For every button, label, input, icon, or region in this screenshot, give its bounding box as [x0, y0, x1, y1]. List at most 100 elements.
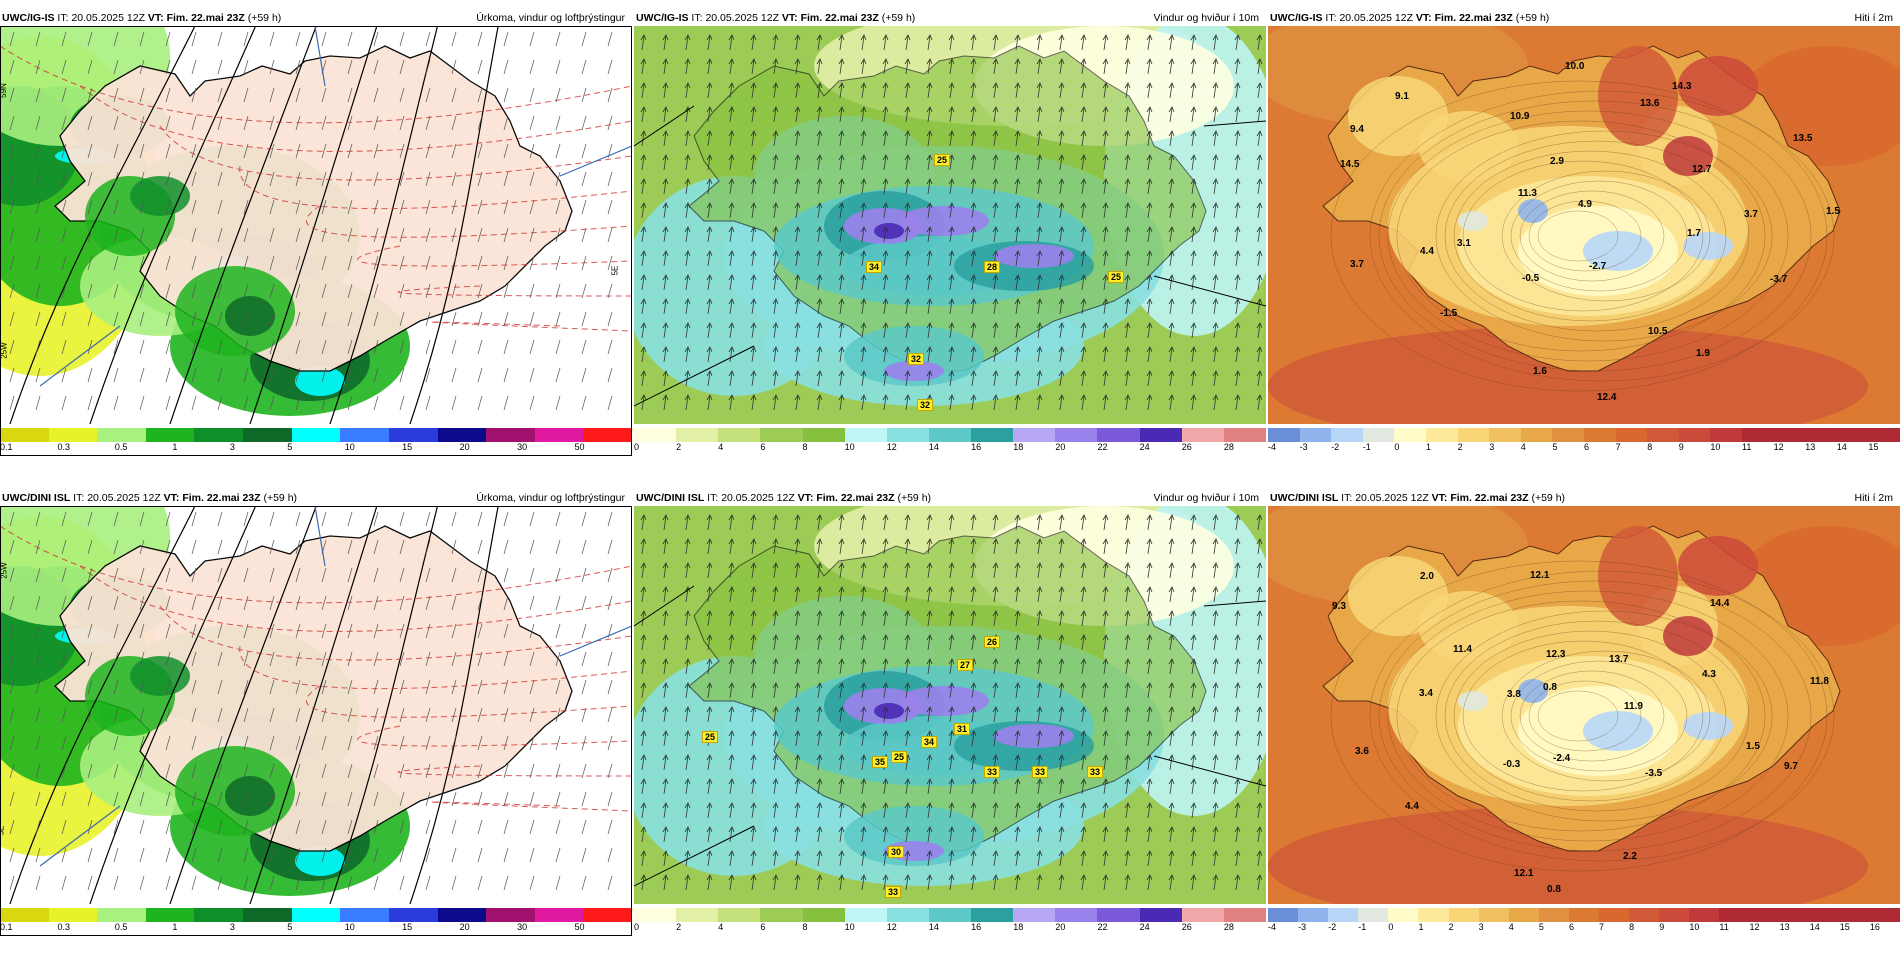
- colorbar-tick-label: 22: [1097, 922, 1108, 932]
- colorbar-tick-label: 24: [1139, 442, 1150, 452]
- colorbar-tick-label: 10: [844, 442, 855, 452]
- wind-field-map: [634, 506, 1266, 904]
- colorbar-tick-label: 2: [1457, 442, 1463, 452]
- colorbar-swatch: [291, 908, 341, 922]
- lead-time: (+59 h): [1515, 12, 1550, 24]
- temperature-value-label: 11.9: [1624, 701, 1643, 712]
- colorbar-tick-label: 2: [676, 442, 682, 452]
- forecast-panel-wind: UWC/IG-IS IT: 20.05.2025 12Z VT: Fim. 22…: [634, 10, 1267, 480]
- gust-value-label: 33: [984, 766, 1001, 778]
- init-time: 20.05.2025 12Z: [1355, 492, 1429, 504]
- precip-field-map: [0, 506, 632, 904]
- lead-time: (+59 h): [897, 492, 932, 504]
- colorbar-swatch: [1719, 908, 1751, 922]
- gust-value-label: 25: [702, 731, 719, 743]
- colorbar-swatch: [0, 908, 50, 922]
- map-area: 10.0 14.3 9.1 13.6 10.9 9.4 13.5 2.9 12.7 14.5 11.…: [1268, 26, 1900, 424]
- colorbar-tick-label: 0.1: [0, 442, 13, 452]
- colorbar-tick-label: 16: [971, 922, 982, 932]
- colorbar-swatch: [1749, 908, 1781, 922]
- colorbar-swatch: [928, 908, 972, 922]
- gust-value-label: 25: [934, 154, 951, 166]
- forecast-panel-wind: UWC/DINI ISL IT: 20.05.2025 12Z VT: Fim.…: [634, 490, 1267, 960]
- panel-header: UWC/DINI ISL IT: 20.05.2025 12Z VT: Fim.…: [636, 492, 1259, 506]
- colorbar-legend: -4 -3 -2 -1 0 1 2 3 4 5 6 7 8 9 10 11 12 13 14 15 16: [1268, 908, 1900, 932]
- colorbar-tick-label: 10: [344, 442, 355, 452]
- colorbar-tick-label: 1: [172, 442, 178, 452]
- colorbar-swatch: [1742, 428, 1775, 442]
- colorbar-swatch: [437, 428, 487, 442]
- temperature-value-label: 0.8: [1547, 884, 1561, 895]
- gust-value-label: 34: [921, 736, 938, 748]
- colorbar-tick-label: 30: [517, 442, 528, 452]
- graticule-label: 5E: [0, 825, 6, 836]
- colorbar-tick-label: 6: [1584, 442, 1590, 452]
- colorbar-tick-label: 10: [1689, 922, 1700, 932]
- valid-time-label: VT:: [781, 12, 798, 24]
- gust-value-label: 25: [1108, 271, 1125, 283]
- colorbar-legend: -4 -3 -2 -1 0 1 2 3 4 5 6 7 8 9 10 11 12 13 14 15: [1268, 428, 1900, 452]
- panel-header: UWC/IG-IS IT: 20.05.2025 12Z VT: Fim. 22…: [636, 12, 1259, 26]
- colorbar-swatch: [1055, 908, 1098, 922]
- gust-value-label: 30: [888, 846, 905, 858]
- colorbar-swatch: [1426, 428, 1459, 442]
- colorbar-legend: 0 2 4 6 8 10 12 14 16 18 20 22 24 26 28: [634, 908, 1267, 932]
- colorbar-tick-label: 30: [517, 922, 528, 932]
- colorbar-tick-label: 10: [844, 922, 855, 932]
- colorbar-tick-label: 5: [287, 442, 293, 452]
- colorbar-swatch: [1629, 908, 1660, 922]
- gust-value-label: 34: [866, 261, 883, 273]
- colorbar-swatch: [971, 428, 1014, 442]
- panel-title: Vindur og hviður í 10m: [1153, 12, 1259, 24]
- model-name: UWC/IG-IS: [1270, 12, 1323, 24]
- temperature-value-label: 13.5: [1793, 133, 1813, 144]
- valid-time: Fim. 22.mai 23Z: [166, 12, 245, 24]
- gust-value-label: 32: [908, 353, 925, 365]
- colorbar-swatch: [928, 428, 972, 442]
- colorbar-swatch: [1779, 908, 1811, 922]
- colorbar-tick-label: 18: [1013, 922, 1024, 932]
- colorbar-swatch: [243, 908, 293, 922]
- colorbar-swatch: [1223, 428, 1267, 442]
- valid-time-label: VT:: [163, 492, 180, 504]
- colorbar-swatch: [1139, 908, 1183, 922]
- colorbar-tick-label: 1: [172, 922, 178, 932]
- temperature-value-label: 4.9: [1578, 199, 1592, 210]
- colorbar-swatch: [583, 428, 633, 442]
- colorbar-tick-label: 20: [1055, 922, 1066, 932]
- colorbar-swatch: [1809, 908, 1841, 922]
- temperature-value-label: 3.7: [1350, 259, 1364, 270]
- colorbar-tick-label: 8: [802, 442, 808, 452]
- colorbar-tick-label: 7: [1615, 442, 1621, 452]
- colorbar-tick-label: -4: [1268, 922, 1277, 932]
- colorbar-tick-label: 12: [886, 442, 897, 452]
- colorbar-swatch: [1448, 908, 1480, 922]
- colorbar-swatch: [1181, 428, 1225, 442]
- gust-value-label: 27: [957, 659, 974, 671]
- colorbar-tick-label: 7: [1599, 922, 1605, 932]
- colorbar-tick-label: -1: [1358, 922, 1367, 932]
- colorbar-tick-label: 4: [1520, 442, 1526, 452]
- wind-field-map: [634, 26, 1266, 424]
- colorbar-tick-label: 50: [574, 922, 585, 932]
- colorbar-tick-label: 15: [402, 442, 413, 452]
- forecast-panel-temp: UWC/DINI ISL IT: 20.05.2025 12Z VT: Fim.…: [1268, 490, 1900, 960]
- colorbar-swatch: [802, 908, 846, 922]
- colorbar-tick-label: 0.3: [57, 922, 70, 932]
- colorbar-tick-label: 4: [1508, 922, 1514, 932]
- init-time-label: IT:: [57, 12, 72, 24]
- colorbar-swatch: [486, 908, 536, 922]
- colorbar-tick-label: 8: [1647, 442, 1653, 452]
- colorbar-swatch: [437, 908, 487, 922]
- colorbar-tick-label: 16: [1869, 922, 1880, 932]
- temperature-value-label: -1.5: [1440, 308, 1458, 319]
- colorbar-tick-label: 14: [928, 922, 939, 932]
- colorbar-swatch: [583, 908, 633, 922]
- colorbar-tick-label: 22: [1097, 442, 1108, 452]
- temperature-value-label: -2.4: [1553, 753, 1571, 764]
- lead-time: (+59 h): [247, 12, 282, 24]
- colorbar-tick-label: 26: [1181, 442, 1192, 452]
- colorbar-tick-label: -2: [1328, 922, 1337, 932]
- colorbar-swatch: [1689, 908, 1720, 922]
- colorbar-swatch: [760, 428, 804, 442]
